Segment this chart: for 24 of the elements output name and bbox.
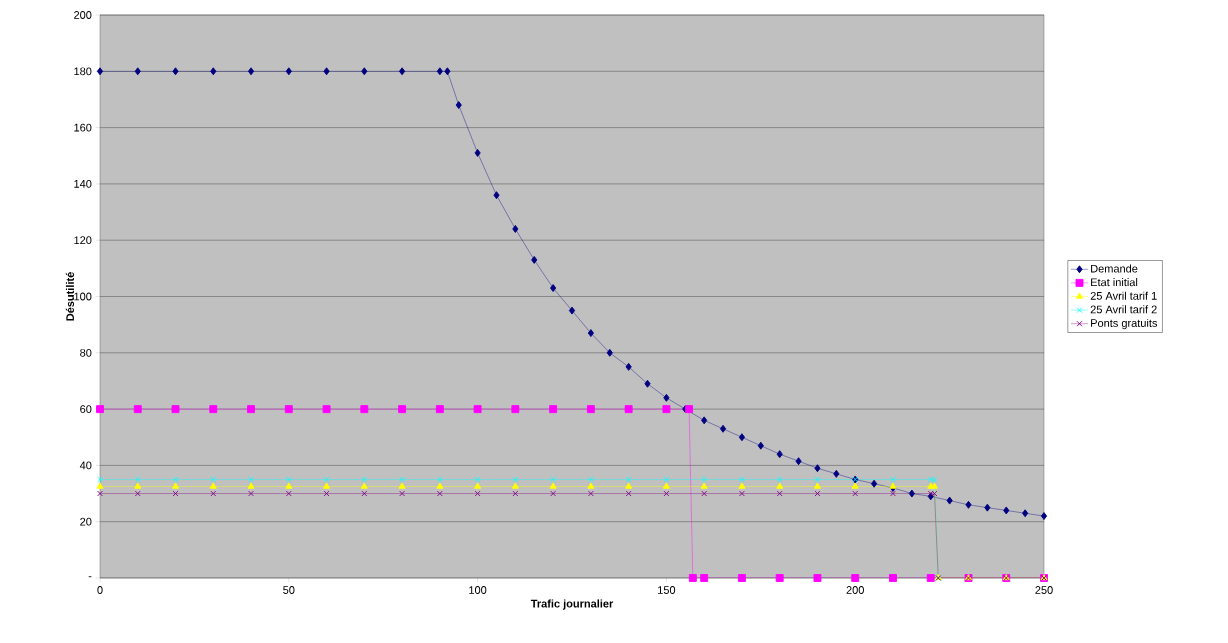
y-tick-label: 20	[80, 517, 92, 526]
y-tick-label: -	[88, 576, 92, 578]
legend-label: 25 Avril tarif 1	[1090, 291, 1157, 300]
y-tick-label: 120	[74, 236, 92, 245]
y-tick-label: 40	[79, 461, 92, 470]
y-tick-label: 160	[74, 123, 92, 132]
x-tick-label: 100	[469, 586, 487, 594]
x-tick-label: 200	[846, 586, 864, 594]
legend-label: Demande	[1091, 264, 1138, 273]
x-axis-title: Trafic journalier	[530, 599, 614, 610]
legend-label: Ponts gratuits	[1091, 318, 1158, 330]
y-tick-label: 200	[74, 11, 92, 19]
y-tick-label: 60	[80, 405, 92, 413]
y-axis-title: Désutilité	[65, 272, 74, 321]
y-tick-label: 100	[74, 292, 92, 301]
x-tick-label: 0	[97, 586, 103, 594]
y-tick-label: 80	[80, 348, 92, 357]
x-tick-label: 250	[1035, 586, 1053, 594]
legend-label: Etat initial	[1091, 278, 1138, 287]
x-tick-label: 50	[283, 586, 295, 594]
y-tick-label: 140	[74, 179, 92, 188]
x-tick-label: 150	[658, 586, 676, 594]
y-tick-label: 180	[74, 67, 92, 76]
legend-label: 25 Avril tarif 2	[1090, 305, 1157, 314]
